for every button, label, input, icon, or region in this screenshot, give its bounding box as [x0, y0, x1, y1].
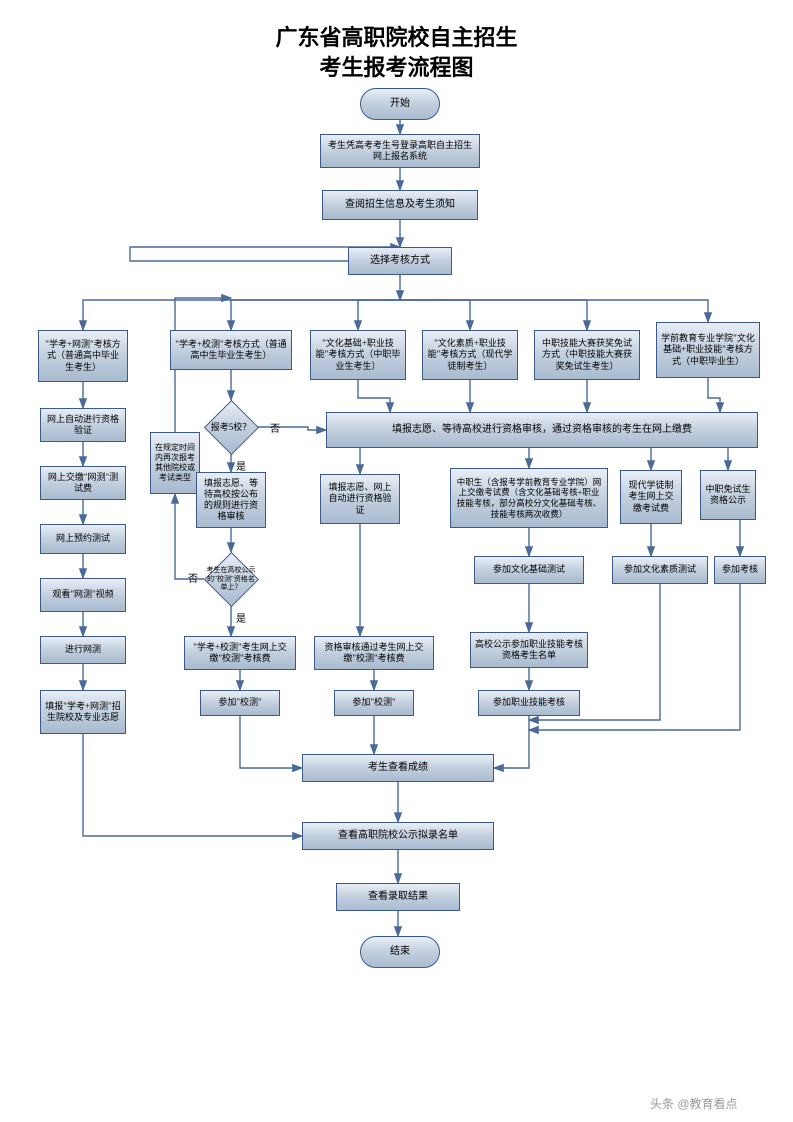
- node-m1s4: 观看"网测"视频: [40, 578, 126, 612]
- label-d2_no: 否: [188, 570, 198, 585]
- node-login: 考生凭高考考生号登录高职自主招生网上报名系统: [320, 134, 480, 168]
- node-mid3: 高校公示参加职业技能考核资格考生名单: [470, 632, 588, 668]
- node-m2: "学考+校测"考核方式（普通高中生毕业生考生）: [170, 330, 292, 370]
- node-m3s2: 资格审核通过考生网上交缴"校测"考核费: [314, 636, 434, 670]
- node-exempt: 中职免试生资格公示: [700, 470, 756, 520]
- node-m1s1: 网上自动进行资格验证: [40, 408, 126, 442]
- node-fill_wait: 填报志愿、等待高校进行资格审核，通过资格审核的考生在网上缴费: [326, 412, 758, 448]
- node-m3: "文化基础+职业技能"考核方式（中职毕业生考生）: [310, 330, 406, 380]
- node-score: 考生查看成绩: [302, 754, 494, 782]
- node-m3s1: 填报志愿、网上自动进行资格验证: [320, 474, 400, 524]
- node-start: 开始: [360, 88, 440, 120]
- node-end: 结束: [360, 936, 440, 968]
- title-line1: 广东省高职院校自主招生: [0, 20, 793, 52]
- node-d1: 报考5校？: [204, 400, 258, 454]
- node-exam_ex: 参加考核: [714, 556, 766, 584]
- node-m6: 学前教育专业学院"文化基础+职业技能"考核方式（中职毕业生）: [656, 322, 760, 378]
- node-m2s3: 参加"校测": [200, 690, 280, 716]
- node-m1s2: 网上交缴"网测"测试费: [40, 466, 126, 500]
- node-m4: "文化素质+职业技能"考核方式（现代学徒制考生）: [422, 330, 518, 380]
- node-m2s2: "学考+校测"考生网上交缴"校测"考核费: [184, 636, 296, 670]
- flowchart-canvas: 广东省高职院校自主招生考生报考流程图开始考生凭高考考生号登录高职自主招生网上报名…: [0, 0, 793, 1122]
- node-select: 选择考核方式: [348, 247, 452, 275]
- watermark: 头条 @教育看点: [650, 1095, 738, 1112]
- node-m1: "学考+网测"考核方式（普通高中毕业生考生）: [38, 330, 128, 382]
- node-d2: 考生在高校公示的"校测"资格名单上？: [204, 552, 258, 606]
- node-result: 查看录取结果: [336, 883, 460, 911]
- label-d2_yes: 是: [236, 610, 246, 625]
- node-m2s1: 填报志愿、等待高校按公布的规则进行资格审核: [196, 472, 266, 528]
- label-d1_yes: 是: [236, 458, 246, 473]
- node-mid2: 参加文化基础测试: [474, 556, 584, 584]
- node-m1s5: 进行网测: [40, 636, 126, 664]
- node-read: 查阅招生信息及考生须知: [322, 190, 478, 220]
- node-retry: 在规定时间内再次报考其他院校或考试类型: [150, 432, 200, 494]
- node-mod2: 参加文化素质测试: [612, 556, 708, 584]
- node-m1s6: 填报"学考+网测"招生院校及专业志愿: [40, 690, 126, 734]
- node-publish: 查看高职院校公示拟录名单: [302, 822, 494, 850]
- title-line2: 考生报考流程图: [0, 50, 793, 82]
- label-d1_no: 否: [270, 420, 280, 435]
- node-mid1: 中职生（含报考学前教育专业学院）网上交缴考试费（含文化基础考核+职业技能考核，部…: [450, 468, 608, 528]
- node-mod1: 现代学徒制考生网上交缴考试费: [620, 470, 682, 524]
- node-mid4: 参加职业技能考核: [478, 690, 580, 716]
- node-m1s3: 网上预约测试: [40, 524, 126, 554]
- node-m5: 中职技能大赛获奖免试方式（中职技能大赛获奖免试生考生）: [534, 330, 640, 380]
- node-m3s3: 参加"校测": [334, 690, 414, 716]
